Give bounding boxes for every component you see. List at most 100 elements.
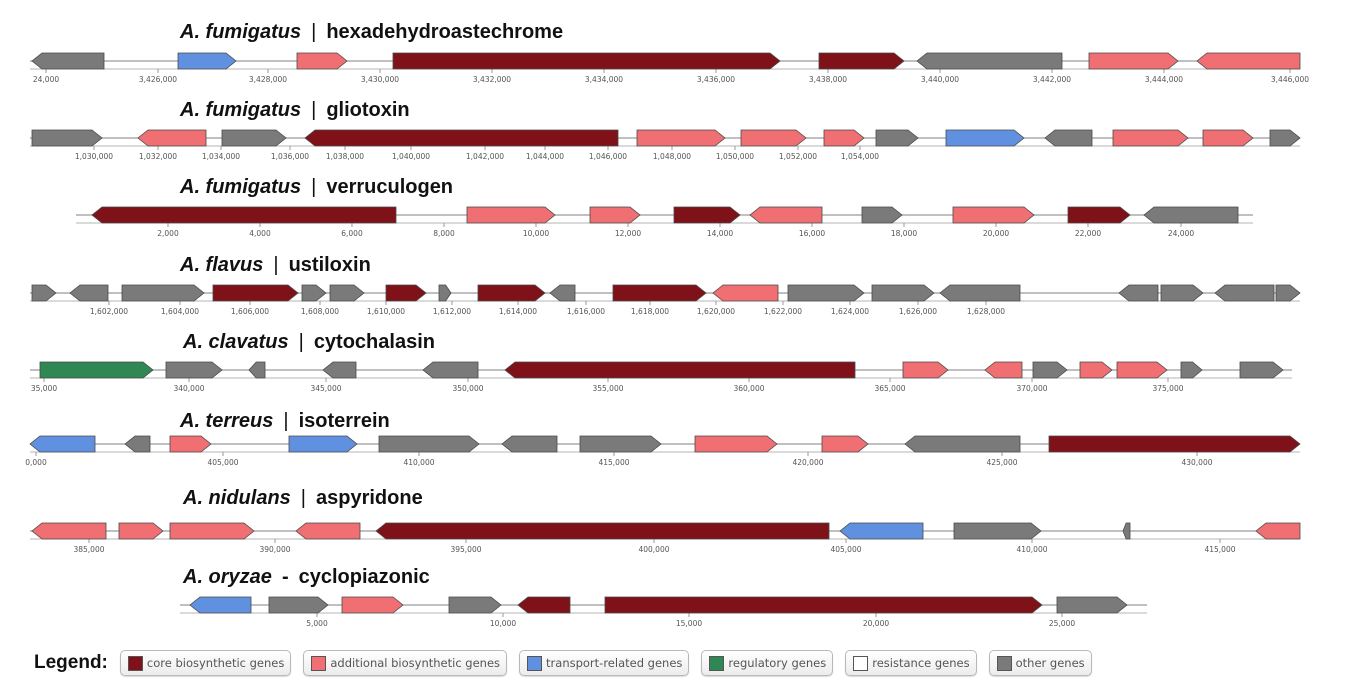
gene-arrow-other[interactable] — [579, 435, 662, 453]
gene-arrow-additional[interactable] — [984, 361, 1023, 379]
product-name: ustiloxin — [289, 254, 371, 276]
gene-arrow-additional[interactable] — [1088, 52, 1179, 70]
gene-arrow-other[interactable] — [329, 284, 365, 302]
gene-arrow-additional[interactable] — [952, 206, 1035, 224]
gene-arrow-core[interactable] — [818, 52, 905, 70]
gene-arrow-other[interactable] — [875, 129, 919, 147]
gene-arrow-other[interactable] — [422, 361, 479, 379]
gene-arrow-other[interactable] — [1118, 284, 1159, 302]
gene-arrow-other[interactable] — [31, 129, 103, 147]
gene-arrow-additional[interactable] — [295, 522, 361, 540]
gene-arrow-other[interactable] — [1056, 596, 1128, 614]
gene-arrow-core[interactable] — [212, 284, 299, 302]
gene-arrow-regulatory[interactable] — [39, 361, 154, 379]
gene-arrow-core[interactable] — [504, 361, 856, 379]
legend-item-additional[interactable]: additional biosynthetic genes — [303, 650, 508, 676]
gene-arrow-other[interactable] — [871, 284, 935, 302]
gene-arrow-other[interactable] — [268, 596, 329, 614]
gene-arrow-other[interactable] — [69, 284, 109, 302]
legend-item-resistance[interactable]: resistance genes — [845, 650, 977, 676]
gene-arrow-other[interactable] — [322, 361, 357, 379]
gene-arrow-other[interactable] — [1143, 206, 1239, 224]
gene-arrow-additional[interactable] — [169, 522, 255, 540]
gene-arrow-transport[interactable] — [29, 435, 96, 453]
gene-arrow-additional[interactable] — [1112, 129, 1189, 147]
gene-arrow-additional[interactable] — [749, 206, 823, 224]
gene-arrow-additional[interactable] — [1196, 52, 1301, 70]
gene-arrow-other[interactable] — [916, 52, 1063, 70]
gene-arrow-additional[interactable] — [1116, 361, 1168, 379]
gene-arrow-additional[interactable] — [823, 129, 865, 147]
gene-arrow-other[interactable] — [438, 284, 452, 302]
gene-arrow-additional[interactable] — [296, 52, 348, 70]
gene-arrow-additional[interactable] — [589, 206, 641, 224]
gene-arrow-other[interactable] — [549, 284, 576, 302]
gene-arrow-other[interactable] — [301, 284, 327, 302]
gene-arrow-other[interactable] — [448, 596, 502, 614]
gene-arrow-other[interactable] — [1122, 522, 1131, 540]
gene-arrow-other[interactable] — [378, 435, 480, 453]
gene-arrow-other[interactable] — [1180, 361, 1203, 379]
gene-arrow-other[interactable] — [1160, 284, 1204, 302]
gene-arrow-additional[interactable] — [31, 522, 107, 540]
gene-arrow-other[interactable] — [248, 361, 266, 379]
gene-arrow-additional[interactable] — [466, 206, 556, 224]
gene-arrow-additional[interactable] — [1255, 522, 1301, 540]
gene-arrow-other[interactable] — [787, 284, 865, 302]
gene-arrow-other[interactable] — [501, 435, 558, 453]
gene-arrow-transport[interactable] — [288, 435, 358, 453]
gene-arrow-other[interactable] — [1032, 361, 1068, 379]
gene-arrow-transport[interactable] — [945, 129, 1025, 147]
legend-item-other[interactable]: other genes — [988, 650, 1092, 676]
gene-arrow-other[interactable] — [1275, 284, 1301, 302]
gene-arrow-additional[interactable] — [821, 435, 869, 453]
legend-item-core[interactable]: core biosynthetic genes — [119, 650, 292, 676]
gene-arrow-other[interactable] — [31, 284, 57, 302]
product-name: cytochalasin — [314, 331, 435, 353]
gene-arrow-other[interactable] — [124, 435, 151, 453]
tick-label: 390,000 — [259, 545, 290, 554]
legend-item-regulatory[interactable]: regulatory genes — [701, 650, 834, 676]
gene-arrow-core[interactable] — [477, 284, 546, 302]
gene-arrow-core[interactable] — [375, 522, 830, 540]
gene-arrow-core[interactable] — [517, 596, 571, 614]
gene-arrow-core[interactable] — [612, 284, 707, 302]
gene-arrow-core[interactable] — [91, 206, 397, 224]
gene-arrow-additional[interactable] — [712, 284, 779, 302]
gene-arrow-additional[interactable] — [1079, 361, 1113, 379]
gene-arrow-other[interactable] — [904, 435, 1021, 453]
gene-arrow-additional[interactable] — [694, 435, 778, 453]
gene-arrow-core[interactable] — [385, 284, 427, 302]
gene-arrow-other[interactable] — [31, 52, 105, 70]
gene-arrow-other[interactable] — [861, 206, 903, 224]
gene-arrow-core[interactable] — [673, 206, 741, 224]
gene-arrow-additional[interactable] — [137, 129, 207, 147]
gene-arrow-core[interactable] — [1067, 206, 1131, 224]
gene-arrow-transport[interactable] — [177, 52, 237, 70]
gene-arrow-other[interactable] — [1044, 129, 1093, 147]
gene-arrow-other[interactable] — [939, 284, 1021, 302]
gene-arrow-core[interactable] — [604, 596, 1043, 614]
gene-arrow-core[interactable] — [392, 52, 781, 70]
tick-label: 1,614,000 — [499, 307, 537, 316]
tick-label: 4,000 — [249, 229, 271, 238]
gene-arrow-other[interactable] — [1214, 284, 1275, 302]
gene-arrow-additional[interactable] — [169, 435, 212, 453]
gene-arrow-additional[interactable] — [118, 522, 164, 540]
legend-item-transport[interactable]: transport-related genes — [519, 650, 690, 676]
gene-arrow-additional[interactable] — [1202, 129, 1254, 147]
gene-arrow-additional[interactable] — [341, 596, 404, 614]
gene-arrow-additional[interactable] — [740, 129, 807, 147]
gene-arrow-additional[interactable] — [902, 361, 949, 379]
gene-arrow-core[interactable] — [1048, 435, 1301, 453]
gene-arrow-other[interactable] — [1269, 129, 1301, 147]
gene-arrow-transport[interactable] — [189, 596, 252, 614]
gene-arrow-other[interactable] — [121, 284, 205, 302]
gene-arrow-other[interactable] — [221, 129, 287, 147]
gene-arrow-other[interactable] — [1239, 361, 1284, 379]
gene-arrow-transport[interactable] — [839, 522, 924, 540]
gene-arrow-other[interactable] — [953, 522, 1042, 540]
gene-arrow-core[interactable] — [304, 129, 619, 147]
gene-arrow-additional[interactable] — [636, 129, 726, 147]
gene-arrow-other[interactable] — [165, 361, 223, 379]
